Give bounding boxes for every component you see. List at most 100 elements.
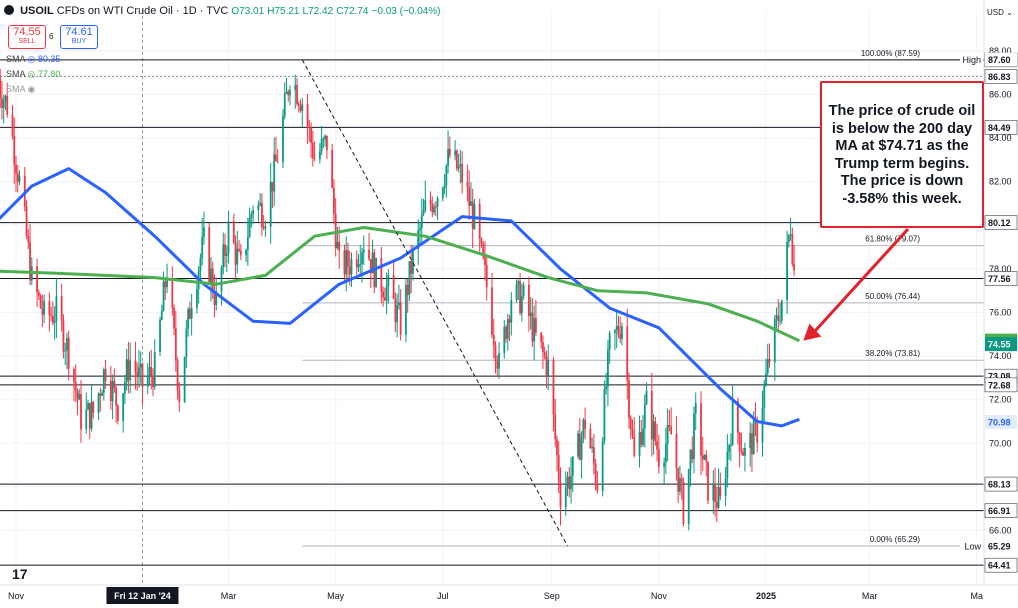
sma-indicator-3[interactable]: SMA ◉ bbox=[6, 84, 35, 95]
level-price-label: 72.68 bbox=[988, 380, 1011, 390]
candle-body bbox=[398, 302, 400, 306]
candle-body bbox=[494, 345, 497, 362]
candle-body bbox=[15, 164, 17, 174]
x-tick-label: Nov bbox=[651, 591, 668, 601]
candle-body bbox=[615, 326, 618, 331]
candle-body bbox=[385, 286, 388, 301]
candle-body bbox=[766, 359, 769, 374]
y-tick-label: 66.00 bbox=[989, 526, 1012, 536]
candle-body bbox=[429, 200, 432, 204]
oil-symbol-icon bbox=[4, 5, 14, 15]
candle-body bbox=[594, 463, 597, 484]
sell-button[interactable]: 74.55 SELL bbox=[8, 25, 46, 49]
candle-body bbox=[420, 215, 423, 229]
candle-body bbox=[39, 295, 42, 309]
x-tick-label: May bbox=[327, 591, 345, 601]
sma-indicator-2[interactable]: SMA ◎ 77.80 bbox=[6, 69, 61, 79]
candle-body bbox=[506, 319, 509, 340]
candle-body bbox=[705, 454, 708, 462]
candle-body bbox=[173, 307, 175, 329]
candle-body bbox=[343, 250, 346, 275]
symbol-name[interactable]: USOIL bbox=[20, 5, 54, 17]
candle-body bbox=[215, 291, 218, 306]
candle-body bbox=[76, 390, 79, 400]
candle-body bbox=[146, 375, 149, 387]
candle-body bbox=[269, 181, 272, 227]
candle-body bbox=[740, 451, 743, 453]
candle-body bbox=[224, 244, 226, 256]
candle-body bbox=[62, 320, 65, 352]
ohlc-high: H75.21 bbox=[267, 6, 300, 17]
candle-body bbox=[503, 326, 506, 354]
candle-body bbox=[176, 360, 179, 390]
level-price-tag bbox=[984, 215, 1018, 230]
candle-body bbox=[392, 275, 395, 299]
candle-body bbox=[712, 484, 715, 501]
sma-value: 77.80 bbox=[37, 69, 61, 79]
symbol-title: CFDs on WTI Crude Oil · 1D · TVC bbox=[56, 5, 229, 17]
annotation-arrow-head bbox=[803, 323, 822, 341]
candle-body bbox=[687, 469, 690, 524]
candle-body bbox=[153, 352, 156, 387]
candle-body bbox=[642, 428, 644, 445]
y-tick-label: 74.00 bbox=[989, 351, 1012, 361]
candle-body bbox=[640, 431, 643, 445]
candle-body bbox=[645, 390, 648, 404]
candle-body bbox=[55, 296, 58, 322]
candle-body bbox=[768, 359, 771, 363]
candle-body bbox=[171, 278, 174, 308]
price-label-tag bbox=[985, 337, 1017, 352]
sma-indicator-1[interactable]: SMA ◎ 80.35 bbox=[6, 54, 61, 64]
fib-level-label: 61.80% (79.07) bbox=[865, 235, 920, 244]
candle-body bbox=[454, 150, 457, 156]
candle-body bbox=[115, 387, 118, 406]
level-price-label: 66.91 bbox=[988, 506, 1011, 516]
candle-body bbox=[554, 414, 557, 440]
candle-body bbox=[383, 297, 386, 301]
price-label-tag bbox=[985, 538, 1017, 553]
candle-body bbox=[104, 369, 107, 381]
x-tick-label: Jul bbox=[437, 591, 449, 601]
candle-body bbox=[791, 234, 794, 264]
sma-line bbox=[0, 167, 800, 428]
currency-selector[interactable]: USD ⌄ bbox=[987, 8, 1013, 17]
candle-body bbox=[60, 296, 63, 321]
candle-body bbox=[461, 164, 464, 183]
candle-body bbox=[16, 173, 19, 182]
candle-body bbox=[333, 187, 335, 214]
candle-body bbox=[276, 161, 279, 163]
candle-body bbox=[190, 308, 193, 319]
candle-body bbox=[48, 300, 51, 316]
candle-body bbox=[80, 393, 82, 430]
candle-body bbox=[6, 95, 9, 115]
candle-body bbox=[138, 367, 140, 378]
candle-body bbox=[236, 248, 239, 265]
candle-body bbox=[66, 337, 68, 351]
candle-body bbox=[424, 200, 427, 211]
x-tick-label: Fri 12 Jan '24 bbox=[114, 591, 171, 601]
candle-body bbox=[436, 198, 439, 207]
candle-body bbox=[232, 221, 235, 243]
candle-body bbox=[273, 154, 276, 192]
candle-body bbox=[443, 185, 446, 188]
candle-body bbox=[682, 481, 685, 524]
candle-body bbox=[633, 435, 636, 456]
candle-body bbox=[412, 248, 414, 274]
candle-body bbox=[592, 447, 595, 464]
candle-body bbox=[691, 449, 694, 460]
fib-level-label: 50.00% (76.44) bbox=[865, 292, 920, 301]
candle-body bbox=[111, 381, 114, 401]
eye-hidden-icon[interactable]: ◉ bbox=[27, 84, 36, 94]
candle-body bbox=[670, 426, 673, 435]
candle-body bbox=[164, 281, 167, 288]
candle-body bbox=[693, 413, 695, 460]
price-tag-text: High bbox=[962, 55, 981, 65]
candle-body bbox=[447, 148, 449, 166]
candle-body bbox=[380, 258, 383, 292]
candle-body bbox=[306, 104, 309, 127]
candle-body bbox=[97, 393, 100, 413]
x-tick-label: Mar bbox=[862, 591, 878, 601]
candle-body bbox=[680, 478, 683, 482]
buy-button[interactable]: 74.61 BUY bbox=[60, 25, 98, 49]
candle-body bbox=[289, 90, 291, 96]
